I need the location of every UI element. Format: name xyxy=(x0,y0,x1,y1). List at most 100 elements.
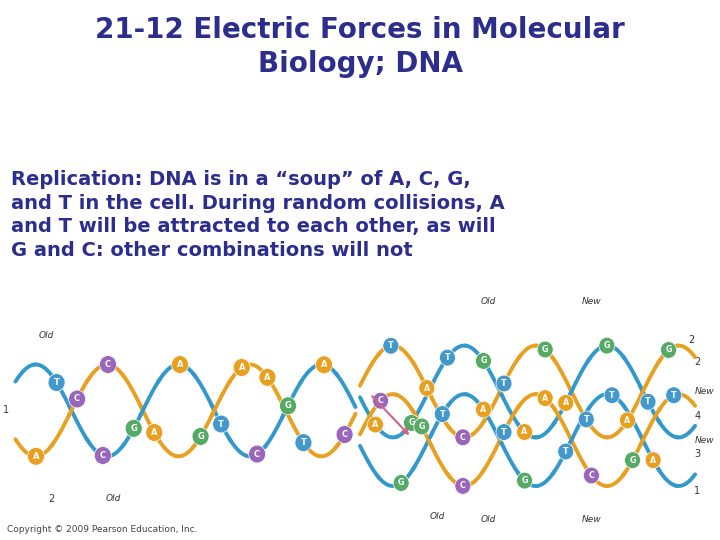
Text: T: T xyxy=(671,391,677,400)
Text: G: G xyxy=(542,345,549,354)
Circle shape xyxy=(475,401,492,418)
Text: G: G xyxy=(284,401,292,410)
Circle shape xyxy=(537,341,553,358)
Circle shape xyxy=(640,394,656,410)
Circle shape xyxy=(125,420,142,437)
Text: A: A xyxy=(424,383,430,393)
Text: G: G xyxy=(629,456,636,464)
Text: T: T xyxy=(388,341,394,350)
Text: A: A xyxy=(151,428,158,437)
Circle shape xyxy=(666,387,682,403)
Text: T: T xyxy=(300,438,307,447)
Text: G: G xyxy=(197,432,204,441)
Text: Replication: DNA is in a “soup” of A, C, G,
and T in the cell. During random col: Replication: DNA is in a “soup” of A, C,… xyxy=(11,170,505,260)
Text: Old: Old xyxy=(39,331,54,340)
Circle shape xyxy=(537,390,553,407)
Text: 3: 3 xyxy=(694,449,701,458)
Text: Old: Old xyxy=(481,297,496,306)
Circle shape xyxy=(48,374,65,391)
Text: 2: 2 xyxy=(688,335,694,345)
Text: G: G xyxy=(665,346,672,354)
Text: C: C xyxy=(100,451,106,460)
Circle shape xyxy=(516,423,533,440)
Text: T: T xyxy=(53,378,60,387)
Circle shape xyxy=(383,338,399,354)
Text: A: A xyxy=(521,428,528,436)
Text: T: T xyxy=(645,397,651,406)
Circle shape xyxy=(455,429,471,446)
Circle shape xyxy=(212,415,230,433)
Circle shape xyxy=(599,338,615,354)
Text: G: G xyxy=(480,356,487,366)
Text: A: A xyxy=(480,405,487,414)
Circle shape xyxy=(475,353,492,369)
Text: 1: 1 xyxy=(3,406,9,415)
Circle shape xyxy=(455,477,471,494)
Text: New: New xyxy=(694,387,714,396)
Text: New: New xyxy=(582,297,601,306)
Text: A: A xyxy=(32,452,40,461)
Circle shape xyxy=(99,356,117,374)
Circle shape xyxy=(578,411,594,428)
Text: G: G xyxy=(408,418,415,428)
Circle shape xyxy=(558,443,574,460)
Circle shape xyxy=(94,447,112,464)
Text: Old: Old xyxy=(429,512,445,521)
Circle shape xyxy=(403,415,419,431)
Text: 21-12 Electric Forces in Molecular
Biology; DNA: 21-12 Electric Forces in Molecular Biolo… xyxy=(95,16,625,78)
Circle shape xyxy=(372,393,389,409)
Circle shape xyxy=(315,356,333,374)
Text: C: C xyxy=(460,433,466,442)
Circle shape xyxy=(496,424,512,441)
Text: C: C xyxy=(341,430,348,439)
Circle shape xyxy=(192,428,209,445)
Text: A: A xyxy=(176,360,184,369)
Circle shape xyxy=(367,416,383,433)
Circle shape xyxy=(619,412,635,429)
Text: 4: 4 xyxy=(694,411,701,421)
Circle shape xyxy=(434,406,450,422)
Circle shape xyxy=(516,472,533,489)
Circle shape xyxy=(248,445,266,463)
Text: G: G xyxy=(398,478,405,488)
Text: A: A xyxy=(562,399,569,407)
Circle shape xyxy=(645,452,661,469)
Text: Old: Old xyxy=(481,515,496,524)
Text: Old: Old xyxy=(105,494,121,503)
Circle shape xyxy=(625,452,641,469)
Text: T: T xyxy=(218,420,224,429)
Text: C: C xyxy=(254,450,260,458)
Text: C: C xyxy=(105,360,111,369)
Text: New: New xyxy=(694,436,714,444)
Text: T: T xyxy=(563,447,569,456)
Circle shape xyxy=(145,423,163,441)
Circle shape xyxy=(171,356,189,374)
Circle shape xyxy=(27,447,45,465)
Text: G: G xyxy=(521,476,528,485)
Circle shape xyxy=(295,434,312,451)
Circle shape xyxy=(414,418,430,435)
Circle shape xyxy=(68,390,86,408)
Circle shape xyxy=(419,380,435,396)
Circle shape xyxy=(393,475,409,491)
Text: T: T xyxy=(439,409,445,418)
Text: A: A xyxy=(624,416,631,425)
Circle shape xyxy=(661,342,677,359)
Text: T: T xyxy=(583,415,589,424)
Text: 2: 2 xyxy=(48,494,55,504)
Circle shape xyxy=(558,395,574,411)
Text: A: A xyxy=(320,360,328,369)
Circle shape xyxy=(233,359,251,376)
Text: G: G xyxy=(418,422,425,431)
Text: Copyright © 2009 Pearson Education, Inc.: Copyright © 2009 Pearson Education, Inc. xyxy=(7,524,198,534)
Text: C: C xyxy=(74,395,80,403)
Circle shape xyxy=(259,368,276,386)
Text: A: A xyxy=(264,373,271,382)
Text: G: G xyxy=(603,341,610,350)
Text: C: C xyxy=(460,481,466,490)
Text: T: T xyxy=(445,353,450,362)
Text: A: A xyxy=(238,363,245,372)
Text: C: C xyxy=(588,471,595,480)
Text: A: A xyxy=(650,456,656,464)
Text: New: New xyxy=(582,515,601,524)
